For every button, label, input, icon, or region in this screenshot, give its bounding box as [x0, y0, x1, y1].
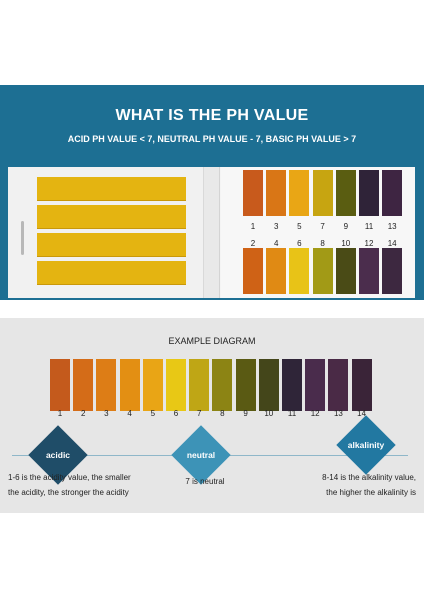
booklet-chip-number: 9 — [343, 222, 349, 231]
diagram-color-chip — [258, 359, 279, 411]
diagram-chip-number: 2 — [80, 409, 86, 418]
booklet-chip-number: 12 — [364, 239, 374, 248]
diagram-color-chip — [189, 359, 210, 411]
alkalinity-label: alkalinity — [347, 440, 385, 450]
booklet-color-chip — [312, 170, 333, 216]
booklet-color-chip — [359, 248, 379, 294]
alkalinity-description-line: the higher the alkalinity is — [326, 488, 416, 497]
diagram-chip-number: 12 — [310, 409, 320, 418]
booklet-color-chip — [243, 248, 263, 294]
diagram-color-chip — [282, 359, 302, 411]
diagram-color-chip — [119, 359, 140, 411]
booklet-chip-number: 14 — [387, 239, 397, 248]
diagram-chip-number: 5 — [150, 409, 156, 418]
page-title: WHAT IS THE PH VALUE — [115, 107, 309, 124]
diagram-chip-number: 6 — [173, 409, 179, 418]
booklet-chip-number: 4 — [273, 239, 279, 248]
diagram-color-chip — [328, 359, 349, 411]
alkalinity-description: 8-14 is the alkalinity value, the higher… — [280, 470, 416, 500]
diagram-chip-number: 11 — [287, 409, 297, 418]
diagram-panel — [0, 318, 424, 513]
diagram-color-chip — [212, 359, 233, 411]
diagram-chip-number: 8 — [220, 409, 225, 418]
test-strip — [37, 233, 186, 257]
diagram-color-chip — [351, 359, 372, 411]
diagram-color-chip — [50, 359, 70, 411]
booklet-clip — [21, 221, 24, 255]
booklet-spine — [204, 167, 220, 298]
diagram-color-chip — [96, 359, 117, 411]
booklet-chip-number: 6 — [297, 239, 302, 248]
booklet-color-chip — [382, 170, 403, 216]
booklet-chip-number: 10 — [341, 239, 351, 248]
booklet-chip-number: 5 — [297, 222, 302, 231]
booklet-color-chip — [289, 248, 310, 294]
page-subtitle: ACID PH VALUE < 7, NEUTRAL PH VALUE - 7,… — [67, 134, 357, 144]
diagram-title: EXAMPLE DIAGRAM — [168, 336, 256, 346]
booklet-color-chip — [359, 170, 379, 216]
booklet-color-chip — [243, 170, 263, 216]
booklet-color-chip — [382, 248, 403, 294]
booklet-chip-number: 13 — [387, 222, 397, 231]
acidic-description: 1-6 is the acidity value, the smaller th… — [8, 470, 198, 500]
booklet-chip-number: 7 — [320, 222, 325, 231]
neutral-description: 7 is neutral — [185, 477, 225, 486]
diagram-chip-number: 7 — [196, 409, 202, 418]
acidic-description-line: the acidity, the stronger the acidity — [8, 488, 129, 497]
diagram-color-chip — [305, 359, 326, 411]
booklet-color-chip — [335, 248, 356, 294]
diagram-chip-number: 13 — [333, 409, 343, 418]
diagram-chip-number: 9 — [243, 409, 248, 418]
test-strip — [37, 261, 186, 285]
test-strip — [37, 177, 186, 201]
booklet-color-chip — [335, 170, 356, 216]
diagram-chip-number: 14 — [357, 409, 367, 418]
neutral-label: neutral — [186, 450, 216, 460]
diagram-color-chip — [235, 359, 256, 411]
test-strip — [37, 205, 186, 229]
booklet-color-chip — [266, 170, 287, 216]
diagram-chip-number: 3 — [104, 409, 109, 418]
diagram-color-chip — [142, 359, 163, 411]
booklet-chip-number: 2 — [250, 239, 256, 248]
booklet-chip-number: 8 — [320, 239, 325, 248]
acidic-description-line: 1-6 is the acidity value, the smaller — [8, 473, 131, 482]
diagram-color-chip — [73, 359, 94, 411]
diagram-chip-number: 4 — [127, 409, 132, 418]
diagram-chip-number: 10 — [264, 409, 274, 418]
booklet-chip-number: 1 — [250, 222, 256, 231]
booklet-chip-number: 11 — [364, 222, 374, 231]
booklet-color-chip — [312, 248, 333, 294]
booklet-color-chip — [289, 170, 310, 216]
booklet-color-chip — [266, 248, 287, 294]
booklet-chip-number: 3 — [273, 222, 279, 231]
diagram-color-chip — [166, 359, 186, 411]
diagram-chip-number: 1 — [57, 409, 63, 418]
acidic-label: acidic — [45, 450, 71, 460]
alkalinity-description-line: 8-14 is the alkalinity value, — [322, 473, 416, 482]
